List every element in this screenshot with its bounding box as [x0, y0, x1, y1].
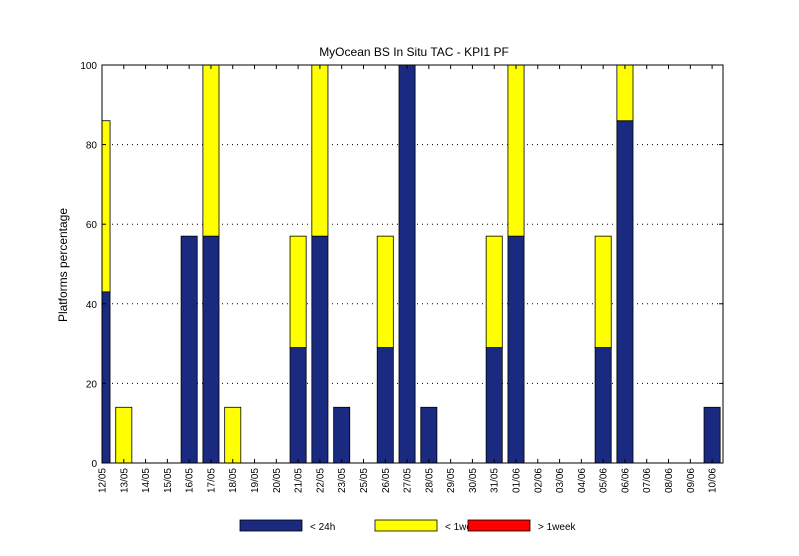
x-tick-label: 01/06	[512, 468, 523, 493]
bar-segment	[376, 235, 394, 348]
x-tick-label: 30/05	[468, 468, 479, 493]
bar-segment	[224, 406, 242, 464]
x-tick-label: 12/05	[98, 468, 109, 493]
bar-segment	[398, 64, 416, 464]
x-tick-label: 14/05	[141, 468, 152, 493]
y-axis-label: Platforms percentage	[56, 208, 70, 322]
legend-swatch	[374, 519, 438, 532]
bar-segment	[594, 235, 612, 348]
legend-swatch	[239, 519, 303, 532]
y-ticks: 0 20 40 60 80 100	[80, 61, 723, 470]
bar-segment	[616, 64, 634, 122]
bar-segment	[616, 120, 634, 464]
x-tick-label: 03/06	[555, 468, 566, 493]
x-tick-label: 08/06	[664, 468, 675, 493]
bar-segment	[202, 235, 220, 464]
legend-label: < 24h	[310, 522, 335, 533]
x-tick-label: 28/05	[424, 468, 435, 493]
x-tick-label: 31/05	[490, 468, 501, 493]
plot-frame	[101, 64, 724, 464]
y-tick-label: 60	[86, 220, 98, 231]
x-tick-label: 04/06	[577, 468, 588, 493]
x-tick-label: 15/05	[163, 468, 174, 493]
bar-segment	[507, 235, 525, 464]
bar-segment	[289, 347, 307, 464]
x-tick-label: 07/06	[642, 468, 653, 493]
x-tick-label: 18/05	[228, 468, 239, 493]
x-tick-label: 06/06	[620, 468, 631, 493]
x-tick-label: 10/06	[708, 468, 719, 493]
x-tick-label: 22/05	[315, 468, 326, 493]
x-tick-label: 02/06	[533, 468, 544, 493]
bar-segment	[507, 64, 525, 237]
x-tick-label: 13/05	[119, 468, 130, 493]
bars	[101, 64, 721, 464]
bar-segment	[311, 64, 329, 237]
x-tick-label: 26/05	[381, 468, 392, 493]
bar-segment	[289, 235, 307, 348]
x-tick-label: 09/06	[686, 468, 697, 493]
x-tick-label: 20/05	[272, 468, 283, 493]
x-tick-label: 17/05	[206, 468, 217, 493]
bar-segment	[420, 406, 438, 464]
bar-segment	[311, 235, 329, 464]
bar-segment	[115, 406, 133, 464]
bar-segment	[485, 347, 503, 464]
x-tick-label: 16/05	[185, 468, 196, 493]
y-tick-label: 100	[80, 61, 97, 72]
bar-segment	[101, 120, 111, 293]
y-tick-label: 0	[91, 459, 97, 470]
bar-segment	[485, 235, 503, 348]
x-tick-label: 21/05	[294, 468, 305, 493]
y-tick-label: 20	[86, 379, 98, 390]
x-ticks: 12/05 13/05 14/05 15/05 16/05 17/05 18/05 19/05…	[98, 65, 719, 493]
y-tick-label: 80	[86, 141, 98, 152]
bar-segment	[376, 347, 394, 464]
x-tick-label: 25/05	[359, 468, 370, 493]
legend-label: < 1week	[445, 522, 484, 533]
x-tick-label: 23/05	[337, 468, 348, 493]
x-tick-label: 27/05	[403, 468, 414, 493]
y-tick-label: 40	[86, 300, 98, 311]
bar-segment	[594, 347, 612, 464]
x-tick-label: 19/05	[250, 468, 261, 493]
chart-title: MyOcean BS In Situ TAC - KPI1 PF	[319, 45, 509, 59]
legend: < 24h < 1week > 1week	[239, 519, 577, 533]
bar-segment	[101, 291, 111, 464]
bar-segment	[180, 235, 198, 464]
x-tick-label: 29/05	[446, 468, 457, 493]
bar-segment	[202, 64, 220, 237]
bar-segment	[333, 406, 351, 464]
bar-segment	[703, 406, 721, 464]
legend-label: > 1week	[538, 522, 577, 533]
legend-swatch	[467, 519, 531, 532]
x-tick-label: 05/06	[599, 468, 610, 493]
